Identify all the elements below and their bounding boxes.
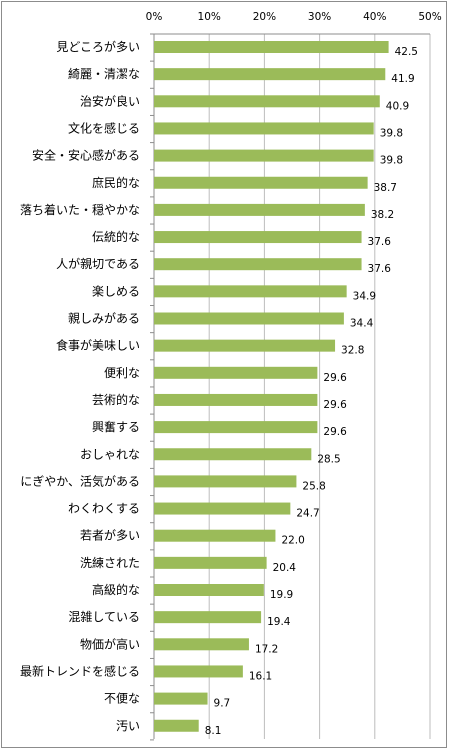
category-label: 食事が美味しい (56, 338, 140, 353)
x-tick-label: 50% (418, 11, 441, 23)
category-label: 安全・安心感がある (32, 148, 140, 163)
bar (154, 258, 362, 271)
bar (154, 638, 249, 651)
bar (154, 149, 374, 162)
bar (154, 502, 291, 515)
bar (154, 339, 336, 352)
category-label: 人が親切である (56, 256, 140, 271)
data-label: 16.1 (249, 670, 272, 682)
data-label: 20.4 (273, 562, 297, 574)
category-label: 落ち着いた・穏やかな (20, 202, 140, 217)
data-label: 40.9 (386, 100, 409, 112)
category-label: 伝統的な (92, 229, 140, 244)
category-label: 治安が良い (80, 93, 140, 108)
category-label: にぎやか、活気がある (20, 473, 140, 488)
grid-lines (208, 34, 431, 739)
value-labels: 42.5 41.9 40.9 39.8 39.8 38.7 38.2 37.6 37.6 34.9… (205, 46, 418, 737)
category-label: 親しみがある (68, 311, 140, 326)
data-label: 34.4 (350, 318, 374, 330)
category-label: 不便な (104, 692, 140, 706)
category-label: 庶民的な (92, 175, 140, 190)
bar (154, 665, 243, 678)
data-label: 41.9 (391, 73, 414, 85)
data-label: 39.8 (380, 155, 403, 167)
data-label: 39.8 (380, 127, 403, 139)
bar (154, 95, 380, 108)
bar (154, 393, 318, 406)
data-label: 22.0 (281, 535, 304, 547)
bar (154, 692, 208, 705)
x-tick-label: 40% (363, 11, 386, 23)
category-label: 最新トレンドを感じる (20, 663, 140, 678)
bar (154, 584, 264, 596)
data-label: 38.7 (374, 182, 397, 194)
data-label: 32.8 (341, 345, 364, 357)
x-axis-ticks: 0% 10% 20% 30% 40% 50% (146, 11, 442, 23)
data-label: 38.2 (371, 209, 394, 221)
bar (154, 366, 318, 379)
data-label: 19.4 (267, 616, 291, 628)
bar (154, 203, 365, 216)
data-label: 25.8 (302, 480, 325, 492)
data-label: 19.9 (270, 589, 293, 601)
bar (154, 475, 297, 488)
bar (154, 231, 362, 244)
data-label: 34.9 (353, 290, 376, 302)
x-tick-label: 0% (146, 11, 163, 23)
bar (154, 556, 267, 569)
data-label: 17.2 (255, 643, 278, 655)
bar (154, 448, 312, 461)
category-label: 見どころが多い (56, 39, 140, 54)
bar (154, 421, 318, 434)
category-label: 楽しめる (92, 284, 140, 298)
bar (154, 285, 347, 298)
y-axis (150, 33, 430, 741)
bar (154, 719, 199, 732)
bar (154, 122, 374, 135)
category-label: 洗練された (80, 556, 140, 570)
x-tick-label: 30% (308, 11, 331, 23)
category-label: 汚い (116, 719, 140, 733)
data-label: 37.6 (368, 263, 392, 275)
x-tick-label: 20% (253, 11, 276, 23)
data-label: 37.6 (368, 236, 392, 248)
category-label: 若者が多い (80, 528, 140, 543)
data-label: 24.7 (296, 508, 319, 520)
bar (154, 41, 389, 53)
data-label: 9.7 (214, 698, 231, 710)
data-label: 29.6 (323, 426, 347, 438)
bar (154, 176, 368, 189)
category-label: 混雑している (68, 609, 140, 624)
data-label: 8.1 (205, 725, 222, 737)
x-tick-label: 10% (198, 11, 221, 23)
category-label: 興奮する (92, 419, 140, 434)
category-labels: 見どころが多い綺麗・清潔な治安が良い文化を感じる安全・安心感がある庶民的な落ち着… (20, 39, 140, 733)
category-label: 便利な (104, 366, 140, 380)
bar (154, 68, 386, 81)
category-label: 高級的な (92, 582, 140, 597)
data-label: 42.5 (395, 46, 418, 58)
bar (154, 529, 276, 542)
category-label: 綺麗・清潔な (68, 66, 140, 81)
category-label: 芸術的な (92, 392, 140, 407)
category-label: 文化を感じる (68, 120, 140, 135)
data-label: 29.6 (323, 372, 347, 384)
bar (154, 312, 344, 325)
category-label: わくわくする (68, 502, 140, 516)
category-label: 物価が高い (80, 636, 140, 651)
bar (154, 611, 262, 624)
data-label: 28.5 (317, 453, 340, 465)
bars (154, 41, 389, 732)
category-label: おしゃれな (80, 447, 140, 461)
data-label: 29.6 (323, 399, 347, 411)
